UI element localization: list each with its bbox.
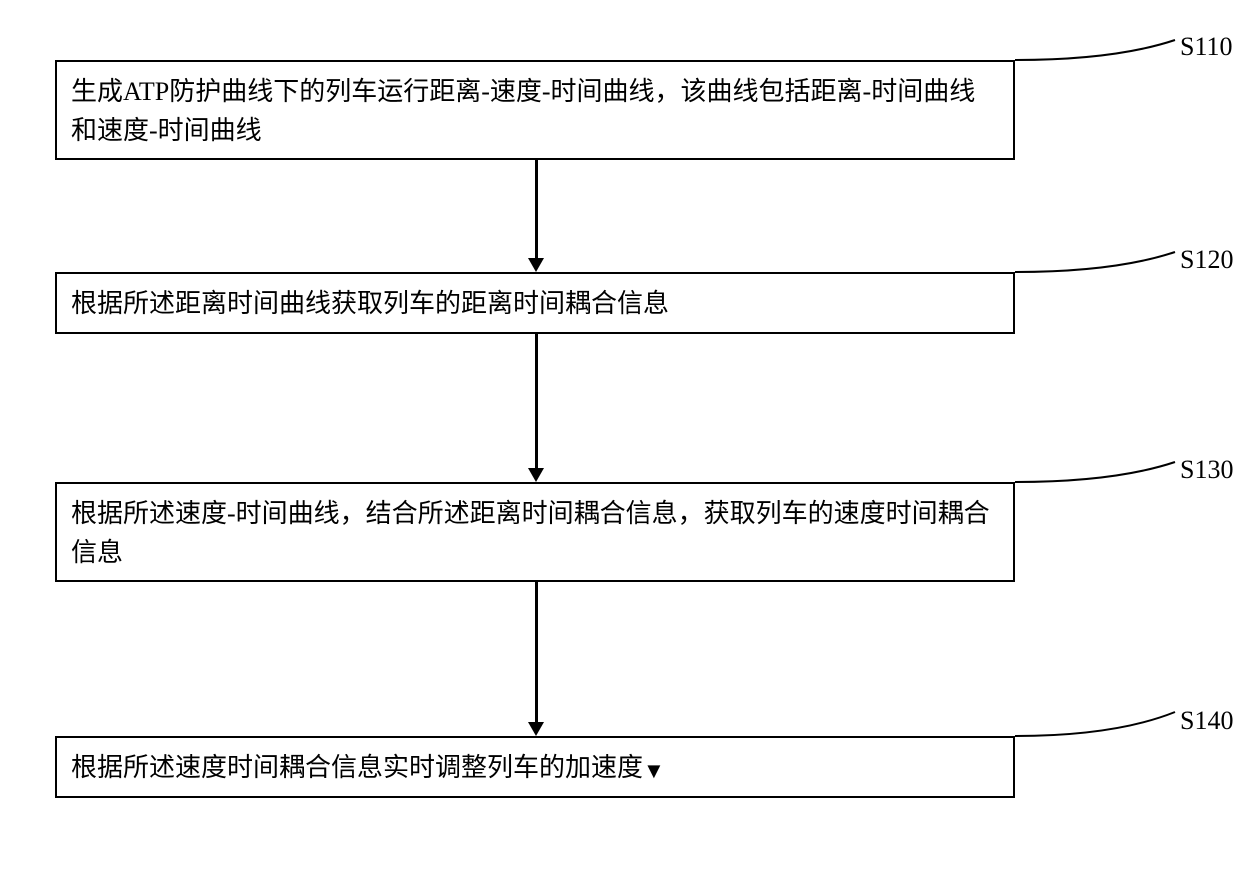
step-label-s110: S110 [1180,32,1233,62]
step-label-s120: S120 [1180,245,1233,275]
label-curve-s140 [1015,702,1180,740]
flow-step-s110-text: 生成ATP防护曲线下的列车运行距离-速度-时间曲线，该曲线包括距离-时间曲线和速… [71,77,975,145]
flowchart-container: 生成ATP防护曲线下的列车运行距离-速度-时间曲线，该曲线包括距离-时间曲线和速… [20,20,1220,850]
connector-s130-s140 [535,582,538,724]
label-curve-s130 [1015,452,1180,487]
step-label-s140: S140 [1180,706,1233,736]
flow-step-s130-text: 根据所述速度-时间曲线，结合所述距离时间耦合信息，获取列车的速度时间耦合信息 [71,499,990,567]
triangle-marker-icon: ▼ [643,754,665,787]
flow-step-s120-text: 根据所述距离时间曲线获取列车的距离时间耦合信息 [71,289,669,318]
flow-step-s140-text: 根据所述速度时间耦合信息实时调整列车的加速度 [71,753,643,782]
flow-step-s130: 根据所述速度-时间曲线，结合所述距离时间耦合信息，获取列车的速度时间耦合信息 [55,482,1015,582]
connector-s120-s130 [535,334,538,470]
connector-s110-s120 [535,160,538,260]
arrow-head-s140 [528,722,544,736]
arrow-head-s120 [528,258,544,272]
label-curve-s110 [1015,30,1180,65]
arrow-head-s130 [528,468,544,482]
flow-step-s120: 根据所述距离时间曲线获取列车的距离时间耦合信息 [55,272,1015,334]
label-curve-s120 [1015,242,1180,277]
flow-step-s110: 生成ATP防护曲线下的列车运行距离-速度-时间曲线，该曲线包括距离-时间曲线和速… [55,60,1015,160]
step-label-s130: S130 [1180,455,1233,485]
flow-step-s140: 根据所述速度时间耦合信息实时调整列车的加速度▼ [55,736,1015,798]
